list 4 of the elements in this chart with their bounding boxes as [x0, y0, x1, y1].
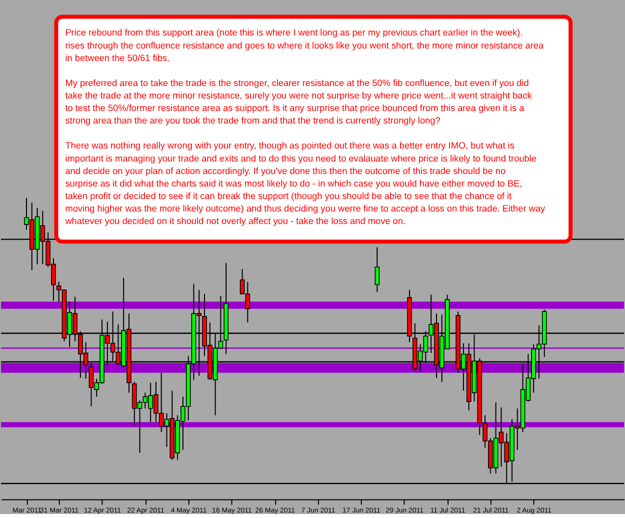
candlestick	[374, 246, 380, 292]
text: Price rebound from this support area (note this is where I went long as per my previous chart earlier in the week). rises through the confluence resistance and goes to where it looks like you went short, the more minor resistance area in between the 50/61 fibs.	[65, 28, 545, 63]
text: My preferred area to take the trade is the stronger, clearer resistance at the 50% fib confluence, but even if you did take the trade at the more minor resistance, surely you were not surprise by where price went...it went straight back to test the 50%/former resistance area as suipport. Is it any surprise that price bounced from this area given it is a strong area than the are you took the trade from and that the trend is currently strongly long?	[65, 78, 532, 126]
annotation: There was nothing really wrong with your entry, though as pointed out there was a better entry IMO, but what is important is managing your trade and exits and to do this you need to evalauate where price is likely to found trouble and decide on your plan of action accordingly. If you've done this then the outcome of this trade should be no surprise as it did what the charts said it was most likely to do - in which case you would have either moved to BE, taken profit or decided to see if it can break the support (though you should be able to see that the chance of it moving higher was the more likely outcome) and thus deciding you werre fine to accept a loss on this trade. Either way whatever you decided on it should not overly affect you - take the loss and move on.	[64, 140, 546, 226]
